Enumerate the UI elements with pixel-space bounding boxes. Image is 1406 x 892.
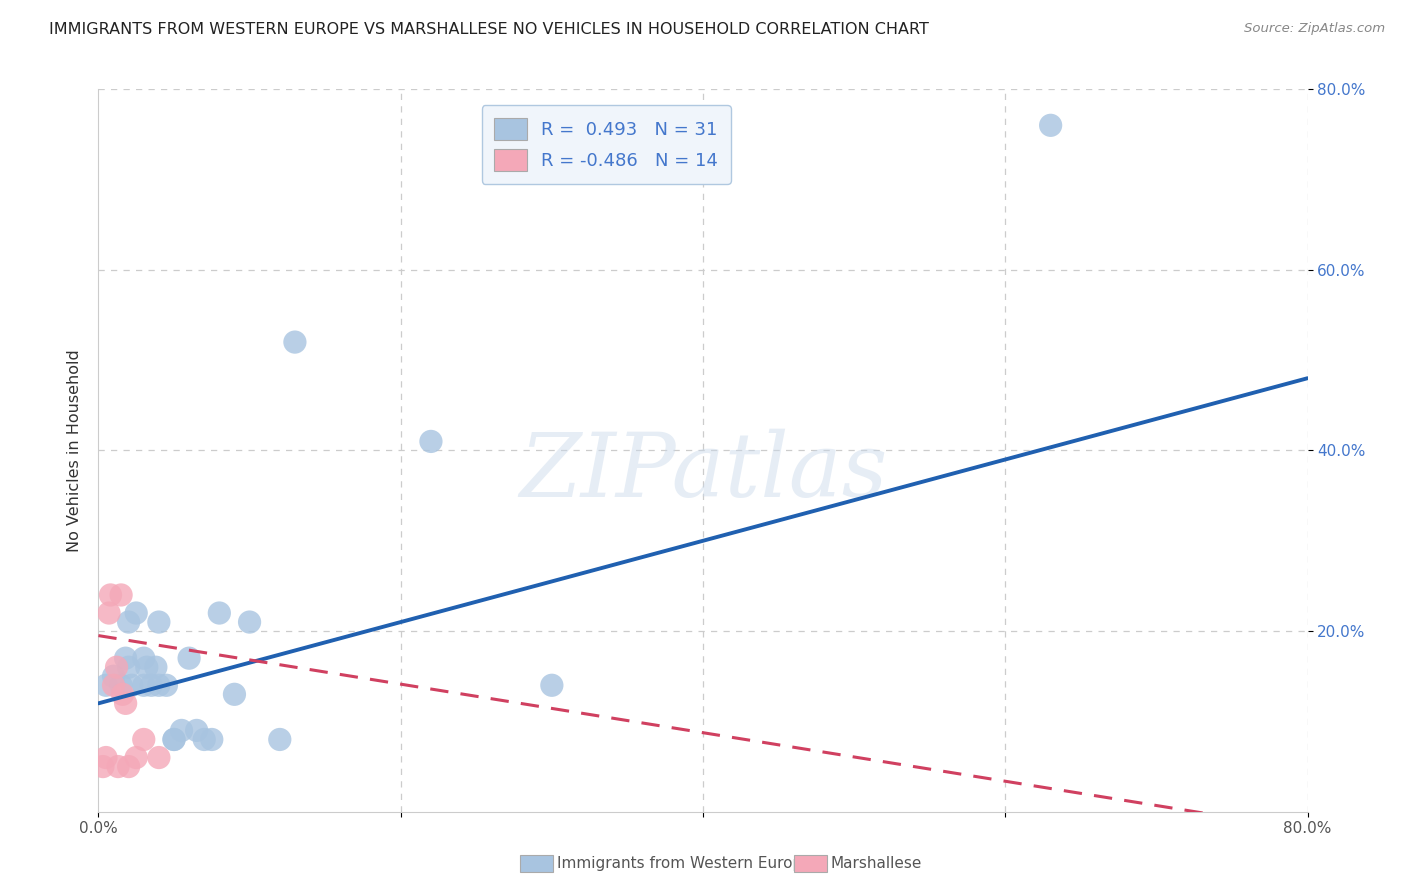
Point	[163, 732, 186, 747]
Point	[107, 759, 129, 773]
Point	[103, 669, 125, 683]
Point	[110, 678, 132, 692]
Text: ZIPatlas: ZIPatlas	[519, 429, 887, 516]
Point	[94, 750, 117, 764]
Point	[110, 588, 132, 602]
Point	[114, 697, 136, 711]
Point	[118, 615, 141, 629]
Point	[141, 678, 163, 692]
Text: IMMIGRANTS FROM WESTERN EUROPE VS MARSHALLESE NO VEHICLES IN HOUSEHOLD CORRELATI: IMMIGRANTS FROM WESTERN EUROPE VS MARSHA…	[49, 22, 929, 37]
Point	[125, 750, 148, 764]
Text: Source: ZipAtlas.com: Source: ZipAtlas.com	[1244, 22, 1385, 36]
Point	[186, 723, 208, 738]
Text: Marshallese: Marshallese	[831, 856, 922, 871]
Point	[148, 750, 170, 764]
Point	[148, 678, 170, 692]
Point	[114, 651, 136, 665]
Point	[148, 615, 170, 629]
Point	[98, 606, 121, 620]
Point	[118, 759, 141, 773]
Point	[91, 759, 114, 773]
Point	[420, 434, 443, 449]
Point	[135, 660, 157, 674]
Point	[105, 660, 128, 674]
Point	[155, 678, 177, 692]
Point	[125, 606, 148, 620]
Point	[1039, 118, 1062, 132]
Point	[201, 732, 224, 747]
Point	[94, 678, 117, 692]
Point	[224, 687, 246, 701]
Point	[100, 588, 122, 602]
Point	[170, 723, 193, 738]
Point	[132, 651, 155, 665]
Point	[145, 660, 167, 674]
Point	[132, 732, 155, 747]
Point	[121, 678, 143, 692]
Point	[239, 615, 262, 629]
Point	[179, 651, 201, 665]
Point	[284, 334, 307, 349]
Point	[269, 732, 291, 747]
Point	[163, 732, 186, 747]
Legend: R =  0.493   N = 31, R = -0.486   N = 14: R = 0.493 N = 31, R = -0.486 N = 14	[482, 105, 731, 184]
Point	[118, 660, 141, 674]
Point	[132, 678, 155, 692]
Point	[193, 732, 215, 747]
Point	[111, 687, 134, 701]
Point	[540, 678, 562, 692]
Y-axis label: No Vehicles in Household: No Vehicles in Household	[66, 349, 82, 552]
Point	[208, 606, 231, 620]
Point	[103, 678, 125, 692]
Text: Immigrants from Western Europe: Immigrants from Western Europe	[557, 856, 811, 871]
